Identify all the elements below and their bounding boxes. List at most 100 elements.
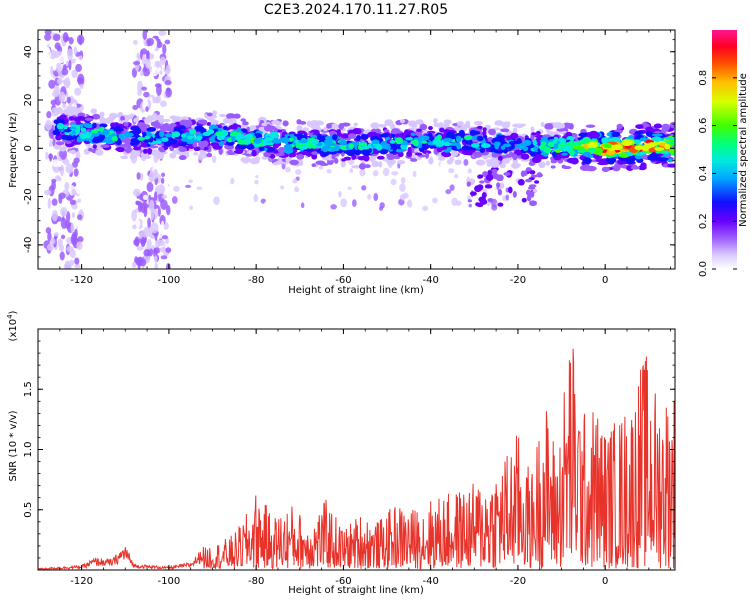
heatmap-blob (133, 61, 141, 66)
heatmap-blob (531, 132, 538, 136)
heatmap-blob (76, 214, 83, 221)
heatmap-blob (144, 135, 150, 140)
heatmap-blob (348, 133, 357, 139)
heatmap-blob (48, 79, 56, 89)
heatmap-blob (411, 121, 418, 126)
heatmap-blob (46, 243, 55, 251)
heatmap-blob (160, 177, 165, 184)
heatmap-blob (433, 118, 438, 124)
heatmap-blob (296, 119, 302, 125)
heatmap-blob (129, 153, 137, 160)
heatmap-blob (609, 136, 621, 143)
y-tick-label: 1.5 (23, 381, 34, 397)
heatmap-blob (668, 146, 675, 154)
heatmap-blob (153, 115, 164, 120)
spectrogram-x-ticks: -120 -100 -80 -60 -40 -20 0 (37, 30, 672, 286)
heatmap-blob (494, 142, 500, 150)
heatmap-blob (464, 134, 472, 141)
heatmap-blob (197, 119, 208, 125)
heatmap-blob (188, 179, 193, 183)
heatmap-blob (534, 134, 545, 138)
heatmap-blob (196, 135, 203, 140)
heatmap-blob (116, 147, 125, 153)
heatmap-blob (161, 172, 166, 177)
heatmap-blob (159, 70, 163, 75)
heatmap-blob (240, 118, 247, 122)
heatmap-blob (59, 148, 67, 160)
heatmap-blob (62, 79, 67, 85)
heatmap-blob (502, 143, 512, 148)
heatmap-blob (141, 86, 148, 91)
heatmap-blob (67, 48, 74, 61)
heatmap-blob (211, 155, 217, 163)
heatmap-blob (150, 222, 159, 234)
colorbar-ticks: 0.0 0.2 0.4 0.6 0.8 (698, 70, 737, 277)
spectrogram-x-label: Height of straight line (km) (288, 285, 424, 296)
heatmap-blob (66, 96, 71, 104)
heatmap-blob (64, 140, 72, 144)
heatmap-blob (44, 30, 52, 36)
heatmap-blob (240, 157, 247, 162)
heatmap-blob (115, 125, 121, 131)
heatmap-blob (74, 263, 81, 269)
heatmap-blob (494, 120, 504, 127)
heatmap-blob (331, 124, 339, 129)
heatmap-blob (634, 130, 643, 135)
heatmap-blob (374, 128, 381, 133)
heatmap-blob (75, 116, 86, 121)
heatmap-blob (255, 174, 259, 179)
heatmap-blob (439, 127, 445, 133)
heatmap-blob (431, 163, 438, 168)
heatmap-blob (634, 145, 644, 150)
heatmap-blob (153, 169, 158, 180)
heatmap-blob (265, 141, 275, 146)
heatmap-blob (71, 212, 76, 219)
heatmap-blob (321, 145, 329, 153)
heatmap-blob (132, 104, 139, 111)
heatmap-blob (58, 195, 63, 204)
heatmap-blob (78, 35, 83, 46)
heatmap-blob (605, 157, 617, 163)
heatmap-blob (628, 135, 635, 140)
heatmap-blob (296, 153, 304, 160)
heatmap-blob (553, 131, 559, 135)
heatmap-blob (142, 194, 149, 201)
heatmap-blob (160, 100, 167, 108)
heatmap-blob (451, 197, 458, 206)
heatmap-blob (206, 112, 213, 117)
heatmap-blob (133, 117, 139, 123)
heatmap-blob (285, 166, 291, 173)
heatmap-blob (463, 159, 469, 166)
heatmap-blob (322, 179, 327, 183)
heatmap-blob (95, 149, 104, 156)
heatmap-blob (637, 165, 647, 171)
heatmap-blob (90, 108, 98, 114)
heatmap-blob (482, 134, 488, 139)
heatmap-blob (395, 137, 404, 145)
heatmap-blob (157, 151, 168, 155)
heatmap-blob (422, 150, 432, 155)
heatmap-blob (236, 133, 242, 141)
heatmap-blob (51, 159, 60, 168)
heatmap-blob (68, 116, 76, 121)
heatmap-blob (511, 162, 520, 169)
heatmap-blob (482, 127, 487, 132)
heatmap-blob (590, 132, 601, 139)
heatmap-blob (502, 195, 507, 202)
snr-x-label: Height of straight line (km) (288, 585, 424, 596)
heatmap-blob (396, 159, 406, 165)
heatmap-blob (78, 55, 83, 61)
heatmap-blob (448, 168, 455, 174)
heatmap-blob (297, 130, 306, 135)
heatmap-blob (487, 170, 493, 176)
heatmap-blob (326, 169, 332, 174)
heatmap-blob (423, 135, 430, 141)
heatmap-blob (160, 199, 168, 211)
heatmap-blob (561, 152, 568, 156)
heatmap-blob (630, 165, 641, 170)
heatmap-blob (338, 122, 345, 130)
heatmap-blob (207, 129, 215, 135)
heatmap-blob (296, 125, 303, 132)
heatmap-blob (532, 138, 537, 146)
heatmap-blob (317, 142, 323, 147)
